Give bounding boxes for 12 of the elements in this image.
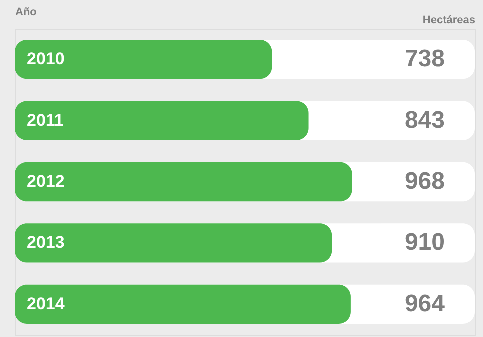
y-axis-title: Año: [16, 6, 38, 18]
data-label: 738: [404, 46, 445, 73]
data-label: 910: [404, 229, 445, 256]
y-tick-label: 2013: [27, 233, 65, 252]
y-tick-label: 2012: [27, 172, 65, 191]
data-label: 968: [404, 168, 445, 195]
x-axis-title: Hectáreas: [422, 14, 476, 26]
y-tick-label: 2011: [27, 110, 64, 130]
data-label: 843: [404, 106, 445, 134]
y-tick-label: 2014: [27, 294, 66, 314]
data-label: 964: [404, 290, 446, 318]
y-tick-label: 2010: [27, 50, 65, 69]
